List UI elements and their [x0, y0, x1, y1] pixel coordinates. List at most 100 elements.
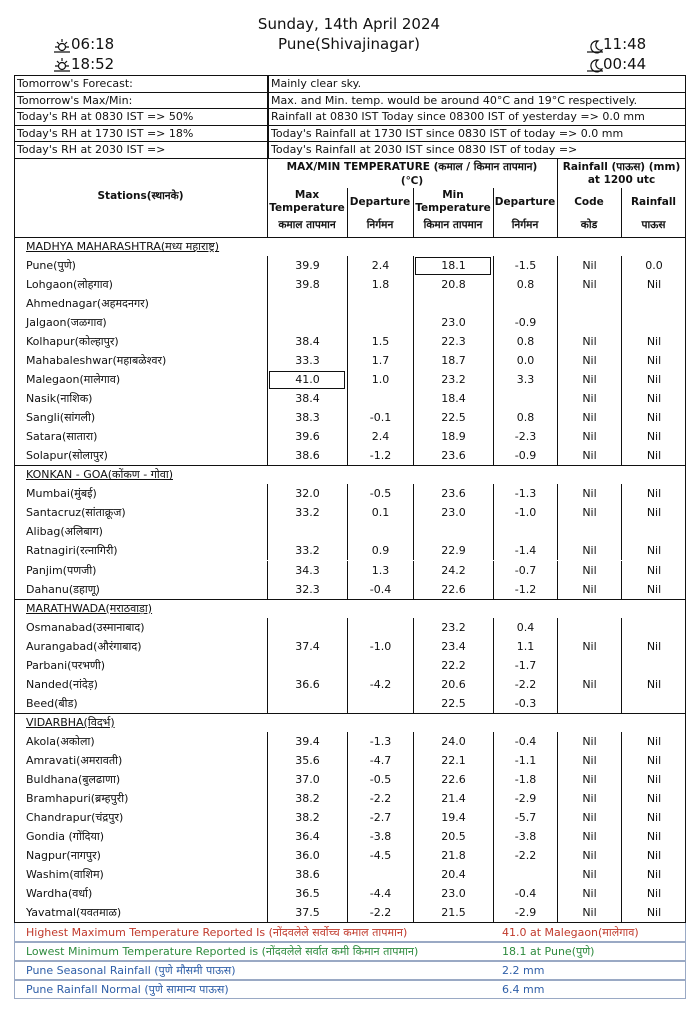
cell: -1.1 [493, 750, 557, 770]
head-vline [413, 188, 414, 237]
station-name: Chandrapur(चंद्रपुर) [26, 810, 124, 824]
cell: Nil [621, 826, 686, 846]
station-name: Jalgaon(जळगाव) [26, 316, 107, 330]
cell [493, 864, 557, 884]
cell [493, 522, 557, 542]
cell: Nil [621, 884, 686, 904]
cell: 37.5 [267, 903, 347, 923]
cell [267, 693, 347, 713]
station-name: Amravati(अमरावती) [26, 753, 123, 767]
cell: Nil [621, 864, 686, 884]
cell [347, 294, 413, 314]
info-value: Rainfall at 0830 IST Today since 08300 I… [268, 108, 686, 126]
cell: Nil [557, 541, 621, 561]
cell: -0.1 [347, 408, 413, 428]
cell: 21.4 [413, 788, 493, 808]
cell: -2.2 [493, 845, 557, 865]
station-name: Aurangabad(औरंगाबाद) [26, 639, 142, 653]
cell: Nil [621, 427, 686, 447]
cell: 24.0 [413, 731, 493, 751]
cell: 20.6 [413, 674, 493, 694]
cell: 1.8 [347, 275, 413, 295]
cell: 32.3 [267, 579, 347, 599]
cell: -2.2 [347, 903, 413, 923]
rain-group: Rainfall (पाऊस) (mm) at 1200 utc [562, 161, 681, 186]
cell: 23.2 [413, 370, 493, 390]
head-vline [621, 188, 622, 237]
cell: 2.4 [347, 256, 413, 276]
cell: 1.7 [347, 351, 413, 371]
cell: -5.7 [493, 807, 557, 827]
cell [621, 294, 686, 314]
cell: 0.8 [493, 332, 557, 352]
cell: 21.8 [413, 845, 493, 865]
column-header-local: पाऊस [641, 219, 666, 231]
station: Pune(Shivajinagar) [278, 35, 420, 53]
cell: -0.9 [493, 446, 557, 466]
footer-label: Lowest Minimum Temperature Reported is (… [26, 945, 419, 959]
cell: 35.6 [267, 750, 347, 770]
section-name: MADHYA MAHARASHTRA(मध्य महाराष्ट्र) [26, 240, 220, 253]
cell: 23.6 [413, 484, 493, 504]
footer-row [14, 942, 686, 962]
cell: 36.6 [267, 674, 347, 694]
station-name: Malegaon(मालेगाव) [26, 373, 121, 387]
info-label: Tomorrow's Max/Min: [14, 91, 268, 110]
column-header-local: कमाल तापमान [278, 219, 336, 231]
section-divider [14, 598, 686, 600]
main-table [14, 158, 686, 924]
cell: Nil [557, 408, 621, 428]
cell: 39.8 [267, 275, 347, 295]
cell: 38.4 [267, 332, 347, 352]
cell: 38.6 [267, 446, 347, 466]
cell: 22.9 [413, 541, 493, 561]
cell: Nil [557, 674, 621, 694]
cell: 18.9 [413, 427, 493, 447]
info-value: Today's Rainfall at 2030 IST since 0830 … [268, 141, 686, 159]
station-name: Nasik(नाशिक) [26, 392, 93, 406]
cell: Nil [621, 788, 686, 808]
cell: 0.4 [493, 617, 557, 637]
cell: 38.2 [267, 788, 347, 808]
cell: 36.4 [267, 826, 347, 846]
cell [413, 522, 493, 542]
cell [621, 655, 686, 675]
cell: -4.4 [347, 884, 413, 904]
cell [621, 522, 686, 542]
cell [557, 617, 621, 637]
cell: 20.5 [413, 826, 493, 846]
cell: -1.2 [347, 446, 413, 466]
cell: 3.3 [493, 370, 557, 390]
cell: Nil [621, 484, 686, 504]
cell [347, 655, 413, 675]
cell: 0.0 [621, 256, 686, 276]
cell [557, 693, 621, 713]
info-label: Today's RH at 2030 IST => [14, 141, 268, 159]
station-name: Ahmednagar(अहमदनगर) [26, 297, 149, 311]
cell: Nil [621, 750, 686, 770]
footer-value: 6.4 mm [502, 983, 545, 997]
cell: -0.4 [347, 579, 413, 599]
cell: -2.2 [493, 674, 557, 694]
cell [493, 294, 557, 314]
moonrise: 11:48 [603, 35, 647, 53]
footer-label: Highest Maximum Temperature Reported Is … [26, 926, 408, 940]
cell: Nil [557, 256, 621, 276]
info-label: Tomorrow's Forecast: [14, 75, 268, 93]
cell: Nil [621, 332, 686, 352]
cell: -3.8 [347, 826, 413, 846]
cell: -4.5 [347, 845, 413, 865]
temp-group: MAX/MIN TEMPERATURE (कमाल / किमान तापमान… [286, 161, 538, 173]
cell: 38.2 [267, 807, 347, 827]
cell: 0.8 [493, 275, 557, 295]
cell: Nil [557, 484, 621, 504]
stations-header: Stations(स्थानके) [97, 190, 184, 202]
cell: -4.7 [347, 750, 413, 770]
cell: 22.3 [413, 332, 493, 352]
station-name: Mumbai(मुंबई) [26, 487, 97, 501]
cell: Nil [557, 579, 621, 599]
cell: Nil [557, 370, 621, 390]
cell: -1.3 [493, 484, 557, 504]
cell: 39.4 [267, 731, 347, 751]
cell [267, 313, 347, 333]
